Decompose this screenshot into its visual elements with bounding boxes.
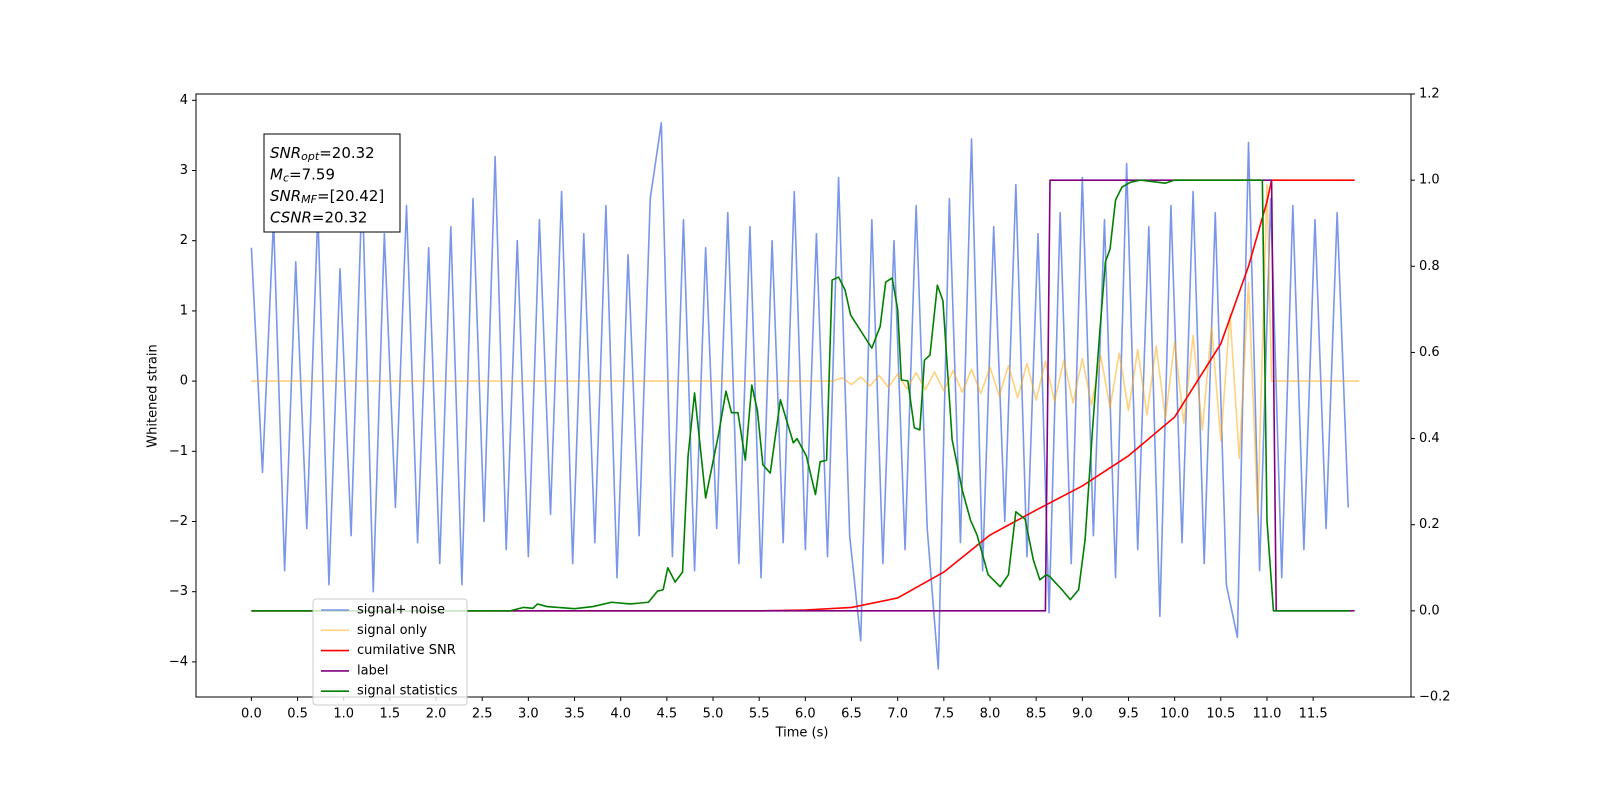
x-tick-label: 9.0 [1072, 707, 1093, 722]
x-tick-label: 10.5 [1206, 707, 1235, 722]
annotation-line: SNRopt=20.32 [270, 144, 375, 164]
x-tick-label: 6.0 [795, 707, 816, 722]
annotation-symbol: SNR [270, 187, 301, 205]
x-tick-label: 7.0 [887, 707, 908, 722]
y2-tick-label: 0.4 [1419, 431, 1440, 446]
x-tick-label: 4.5 [657, 707, 678, 722]
x-tick-label: 8.5 [1026, 707, 1047, 722]
x-tick-label: 10.0 [1160, 707, 1189, 722]
series-line [251, 183, 1360, 516]
x-tick-label: 7.5 [933, 707, 954, 722]
annotation-subscript: c [283, 172, 289, 185]
legend-label: label [357, 663, 388, 678]
legend-label: signal+ noise [357, 603, 445, 618]
axes-frame [195, 93, 1412, 698]
annotation-value: =20.32 [319, 144, 375, 162]
x-tick-label: 11.0 [1252, 707, 1281, 722]
series-line [251, 179, 1355, 612]
annotation-box [263, 133, 401, 233]
annotation-line: Mc=7.59 [270, 165, 335, 185]
y-tick-label: 2 [180, 233, 188, 248]
annotation-symbol: SNR [270, 144, 301, 162]
x-tick-label: 8.0 [980, 707, 1001, 722]
x-tick-label: 5.0 [703, 707, 724, 722]
series-line [250, 121, 1350, 670]
y-tick-label: −2 [169, 514, 188, 529]
x-tick-label: 9.5 [1118, 707, 1139, 722]
series-line [251, 179, 1355, 612]
annotation-symbol: CSNR [270, 208, 312, 226]
x-tick-label: 5.5 [749, 707, 770, 722]
y2-tick-label: 0.0 [1419, 603, 1440, 618]
y2-tick-label: 0.6 [1419, 345, 1440, 360]
y-tick-label: 4 [180, 93, 188, 108]
x-tick-label: 1.5 [380, 707, 401, 722]
annotation-line: SNRMF=[20.42] [270, 187, 384, 207]
y-tick-label: 3 [180, 163, 188, 178]
x-tick-label: 3.0 [518, 707, 539, 722]
y-tick-label: 0 [180, 374, 188, 389]
x-tick-label: 3.5 [564, 707, 585, 722]
y2-tick-label: −0.2 [1419, 690, 1451, 705]
annotation-line: CSNR=20.32 [270, 208, 367, 226]
x-tick-label: 0.5 [287, 707, 308, 722]
annotation-symbol: M [270, 165, 283, 183]
x-tick-label: 2.0 [426, 707, 447, 722]
y-tick-label: −4 [169, 654, 188, 669]
x-tick-label: 0.0 [241, 707, 262, 722]
x-tick-label: 11.5 [1299, 707, 1328, 722]
x-tick-label: 1.0 [333, 707, 354, 722]
legend-box [312, 598, 468, 706]
y2-tick-label: 0.2 [1419, 517, 1440, 532]
x-axis-label: Time (s) [775, 726, 829, 741]
annotation-subscript: opt [301, 150, 320, 163]
legend-label: signal statistics [357, 684, 458, 699]
series-line [251, 179, 1351, 612]
legend-label: cumilative SNR [357, 643, 456, 658]
y-axis-label: Whitened strain [146, 344, 161, 447]
y-tick-label: −3 [169, 584, 188, 599]
y-tick-label: −1 [169, 444, 188, 459]
annotation-value: =20.32 [312, 208, 368, 226]
y2-tick-label: 1.0 [1419, 173, 1440, 188]
y2-tick-label: 0.8 [1419, 259, 1440, 274]
annotation-value: =7.59 [289, 165, 335, 183]
x-tick-label: 6.5 [841, 707, 862, 722]
annotation-subscript: MF [301, 193, 317, 206]
x-tick-label: 4.0 [610, 707, 631, 722]
y2-tick-label: 1.2 [1419, 87, 1440, 102]
y-tick-label: 1 [180, 303, 188, 318]
legend-label: signal only [357, 623, 427, 638]
annotation-value: =[20.42] [317, 187, 384, 205]
x-tick-label: 2.5 [472, 707, 493, 722]
